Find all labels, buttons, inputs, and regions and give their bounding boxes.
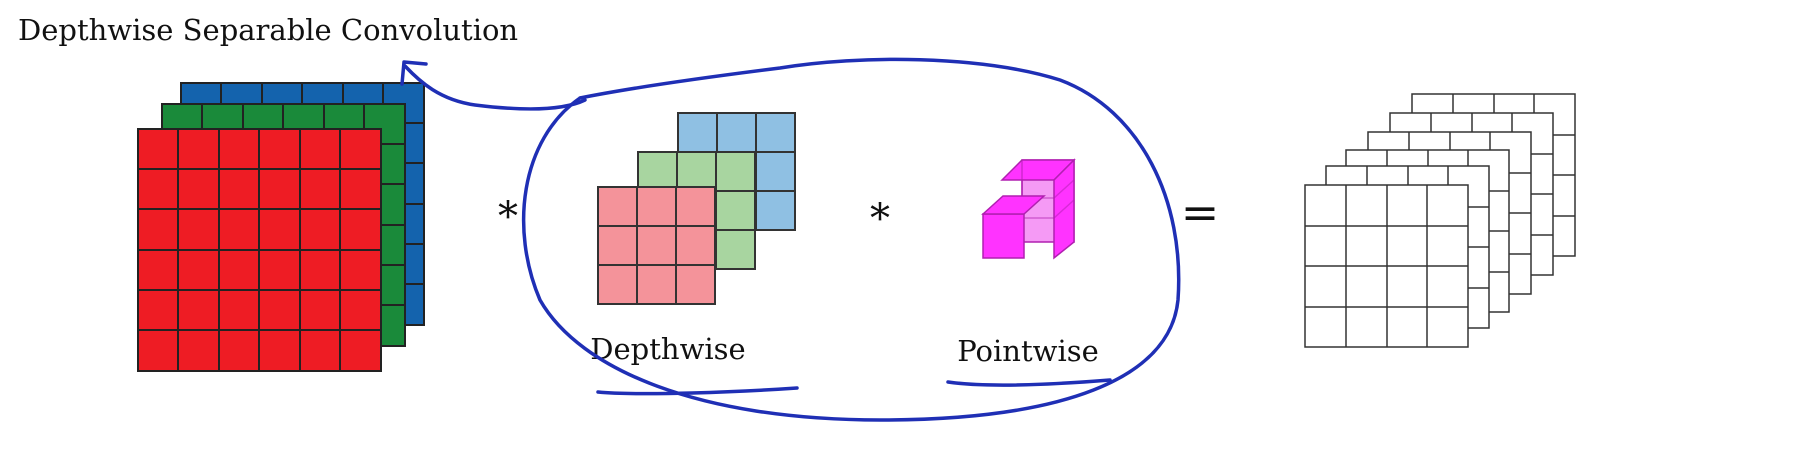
input-volume	[137, 82, 425, 372]
diagram-title: Depthwise Separable Convolution	[18, 13, 518, 47]
convolve-operator-2: *	[870, 196, 890, 242]
equals-operator: =	[1181, 185, 1220, 239]
enclosing-loop	[521, 57, 1181, 422]
input-red-channel	[137, 128, 382, 372]
output-front-slice	[1304, 184, 1469, 348]
pointwise-label: Pointwise	[957, 334, 1099, 368]
handwritten-annotations	[400, 57, 1181, 422]
depthwise-underline	[596, 386, 799, 396]
convolve-operator-1: *	[498, 194, 518, 240]
arrow-shaft	[403, 64, 587, 111]
depthwise-red-filter	[597, 186, 716, 305]
output-volume	[1304, 93, 1576, 348]
pointwise-underline	[946, 378, 1112, 387]
depthwise-filters	[597, 112, 796, 305]
pointwise-filter	[981, 158, 1076, 260]
depthwise-label: Depthwise	[590, 332, 745, 366]
arrow-head	[400, 60, 428, 86]
